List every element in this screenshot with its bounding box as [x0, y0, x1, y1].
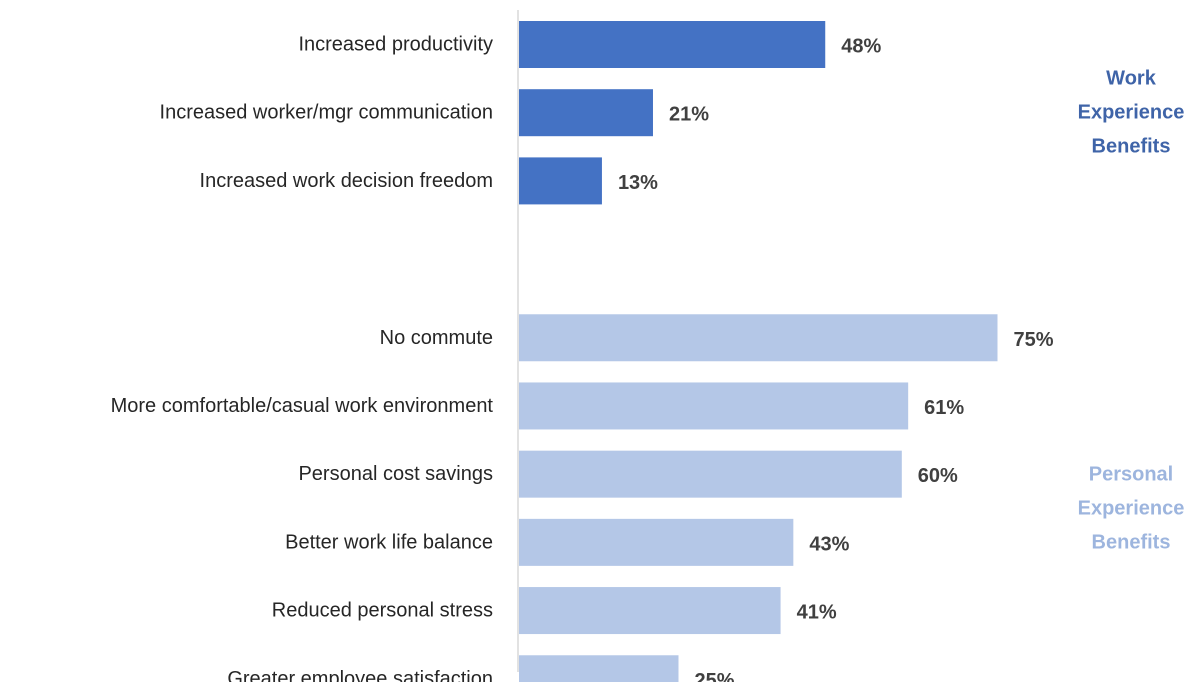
category-label: Increased productivity — [298, 34, 493, 56]
group-label: Work Experience Benefits — [1078, 68, 1185, 158]
bar — [519, 21, 826, 68]
category-label: Reduced personal stress — [272, 600, 493, 622]
category-label: Greater employee satisfaction — [227, 668, 493, 682]
category-label: Personal cost savings — [298, 463, 493, 485]
data-label: 43% — [809, 533, 849, 555]
bar — [519, 89, 653, 137]
bar — [519, 587, 781, 635]
group-label-line: Experience — [1078, 102, 1185, 124]
bar — [519, 655, 679, 682]
category-label: Better work life balance — [285, 531, 493, 553]
bars-layer: Increased productivity 48% Increased worke… — [111, 21, 1185, 682]
category-label: Increased work decision freedom — [200, 170, 493, 192]
group-label-line: Work — [1106, 68, 1157, 90]
bar — [519, 518, 794, 566]
data-label: 41% — [797, 602, 837, 624]
data-label: 48% — [841, 36, 881, 58]
data-label: 13% — [618, 172, 658, 194]
data-label: 75% — [1014, 329, 1054, 351]
data-label: 21% — [669, 104, 709, 126]
data-label: 60% — [918, 465, 958, 487]
group-label-line: Benefits — [1092, 136, 1171, 158]
group-label-line: Benefits — [1092, 531, 1171, 553]
bar — [519, 382, 909, 430]
bar — [519, 450, 902, 498]
category-label: More comfortable/casual work environment — [111, 395, 494, 417]
data-label: 61% — [924, 397, 964, 419]
bar — [519, 314, 998, 362]
bar — [519, 157, 602, 205]
group-label: Personal Experience Benefits — [1078, 463, 1185, 553]
category-label: No commute — [380, 327, 493, 349]
group-label-line: Experience — [1078, 497, 1185, 519]
data-label: 25% — [695, 670, 735, 682]
category-label: Increased worker/mgr communication — [160, 102, 493, 124]
group-label-line: Personal — [1089, 463, 1173, 485]
